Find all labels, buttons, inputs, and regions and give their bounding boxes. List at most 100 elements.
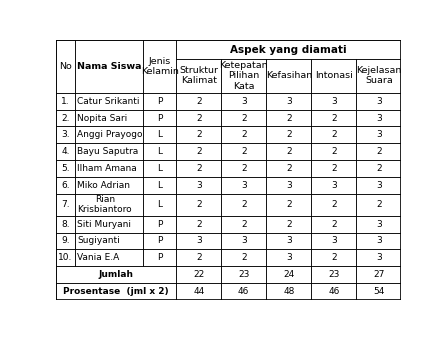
- Bar: [143, 177, 176, 194]
- Text: Sugiyanti: Sugiyanti: [78, 237, 120, 245]
- Text: Anggi Prayogo: Anggi Prayogo: [78, 130, 143, 140]
- Text: 2: 2: [196, 97, 202, 106]
- Bar: [75, 93, 143, 110]
- Text: 5.: 5.: [61, 164, 70, 173]
- Bar: [221, 110, 266, 126]
- Text: Rian
Krisbiantoro: Rian Krisbiantoro: [78, 195, 132, 214]
- Text: Struktur
Kalimat: Struktur Kalimat: [179, 66, 218, 86]
- Bar: [75, 40, 143, 93]
- Text: 3: 3: [376, 181, 382, 190]
- Text: 2: 2: [331, 200, 337, 209]
- Text: Catur Srikanti: Catur Srikanti: [78, 97, 140, 106]
- Bar: [356, 160, 401, 177]
- Text: 2: 2: [331, 130, 337, 140]
- Bar: [176, 266, 221, 283]
- Bar: [75, 126, 143, 143]
- Bar: [143, 233, 176, 249]
- Bar: [75, 143, 143, 160]
- Bar: [221, 143, 266, 160]
- Text: 3: 3: [376, 220, 382, 228]
- Bar: [356, 110, 401, 126]
- Bar: [356, 233, 401, 249]
- Text: 3: 3: [241, 181, 247, 190]
- Bar: [311, 177, 356, 194]
- Bar: [75, 160, 143, 177]
- Text: 2: 2: [196, 253, 202, 262]
- Bar: [56, 216, 75, 233]
- Text: 2: 2: [331, 164, 337, 173]
- Text: 24: 24: [283, 270, 294, 279]
- Bar: [266, 110, 311, 126]
- Text: L: L: [157, 164, 162, 173]
- Text: 46: 46: [238, 287, 249, 296]
- Text: 2: 2: [331, 147, 337, 156]
- Bar: [311, 233, 356, 249]
- Text: 3: 3: [331, 97, 337, 106]
- Text: 54: 54: [373, 287, 384, 296]
- Bar: [221, 59, 266, 93]
- Bar: [75, 110, 143, 126]
- Text: Bayu Saputra: Bayu Saputra: [78, 147, 139, 156]
- Bar: [143, 110, 176, 126]
- Bar: [56, 126, 75, 143]
- Text: 2: 2: [196, 220, 202, 228]
- Bar: [176, 216, 221, 233]
- Bar: [311, 160, 356, 177]
- Text: 9.: 9.: [61, 237, 70, 245]
- Bar: [356, 283, 401, 300]
- Text: 2: 2: [241, 130, 247, 140]
- Text: 2: 2: [331, 253, 337, 262]
- Text: 2: 2: [286, 220, 292, 228]
- Text: 2: 2: [196, 200, 202, 209]
- Text: P: P: [157, 97, 162, 106]
- Text: P: P: [157, 237, 162, 245]
- Bar: [221, 126, 266, 143]
- Text: L: L: [157, 200, 162, 209]
- Text: Aspek yang diamati: Aspek yang diamati: [231, 44, 347, 55]
- Text: Nopita Sari: Nopita Sari: [78, 114, 128, 123]
- Text: 4.: 4.: [61, 147, 70, 156]
- Bar: [143, 249, 176, 266]
- Text: 3: 3: [241, 97, 247, 106]
- Bar: [143, 194, 176, 216]
- Text: 2: 2: [241, 200, 247, 209]
- Bar: [311, 59, 356, 93]
- Text: 3: 3: [286, 253, 292, 262]
- Bar: [143, 93, 176, 110]
- Text: 46: 46: [328, 287, 339, 296]
- Bar: [266, 126, 311, 143]
- Text: 2: 2: [241, 147, 247, 156]
- Bar: [311, 126, 356, 143]
- Bar: [176, 93, 221, 110]
- Text: 2.: 2.: [61, 114, 70, 123]
- Bar: [221, 160, 266, 177]
- Bar: [266, 93, 311, 110]
- Text: Jenis
Kelamin: Jenis Kelamin: [140, 57, 178, 76]
- Text: 2: 2: [286, 130, 292, 140]
- Bar: [266, 266, 311, 283]
- Text: 1.: 1.: [61, 97, 70, 106]
- Text: P: P: [157, 220, 162, 228]
- Text: Kefasihan: Kefasihan: [266, 71, 312, 80]
- Text: L: L: [157, 130, 162, 140]
- Bar: [143, 160, 176, 177]
- Bar: [56, 283, 176, 300]
- Text: 2: 2: [196, 114, 202, 123]
- Text: 23: 23: [328, 270, 339, 279]
- Bar: [356, 93, 401, 110]
- Text: 2: 2: [376, 164, 382, 173]
- Bar: [356, 194, 401, 216]
- Bar: [356, 126, 401, 143]
- Text: 3: 3: [196, 181, 202, 190]
- Bar: [266, 283, 311, 300]
- Bar: [176, 233, 221, 249]
- Bar: [75, 216, 143, 233]
- Text: 3: 3: [196, 237, 202, 245]
- Bar: [221, 216, 266, 233]
- Bar: [221, 194, 266, 216]
- Text: 8.: 8.: [61, 220, 70, 228]
- Text: 2: 2: [286, 147, 292, 156]
- Bar: [356, 143, 401, 160]
- Bar: [56, 233, 75, 249]
- Text: 3: 3: [286, 181, 292, 190]
